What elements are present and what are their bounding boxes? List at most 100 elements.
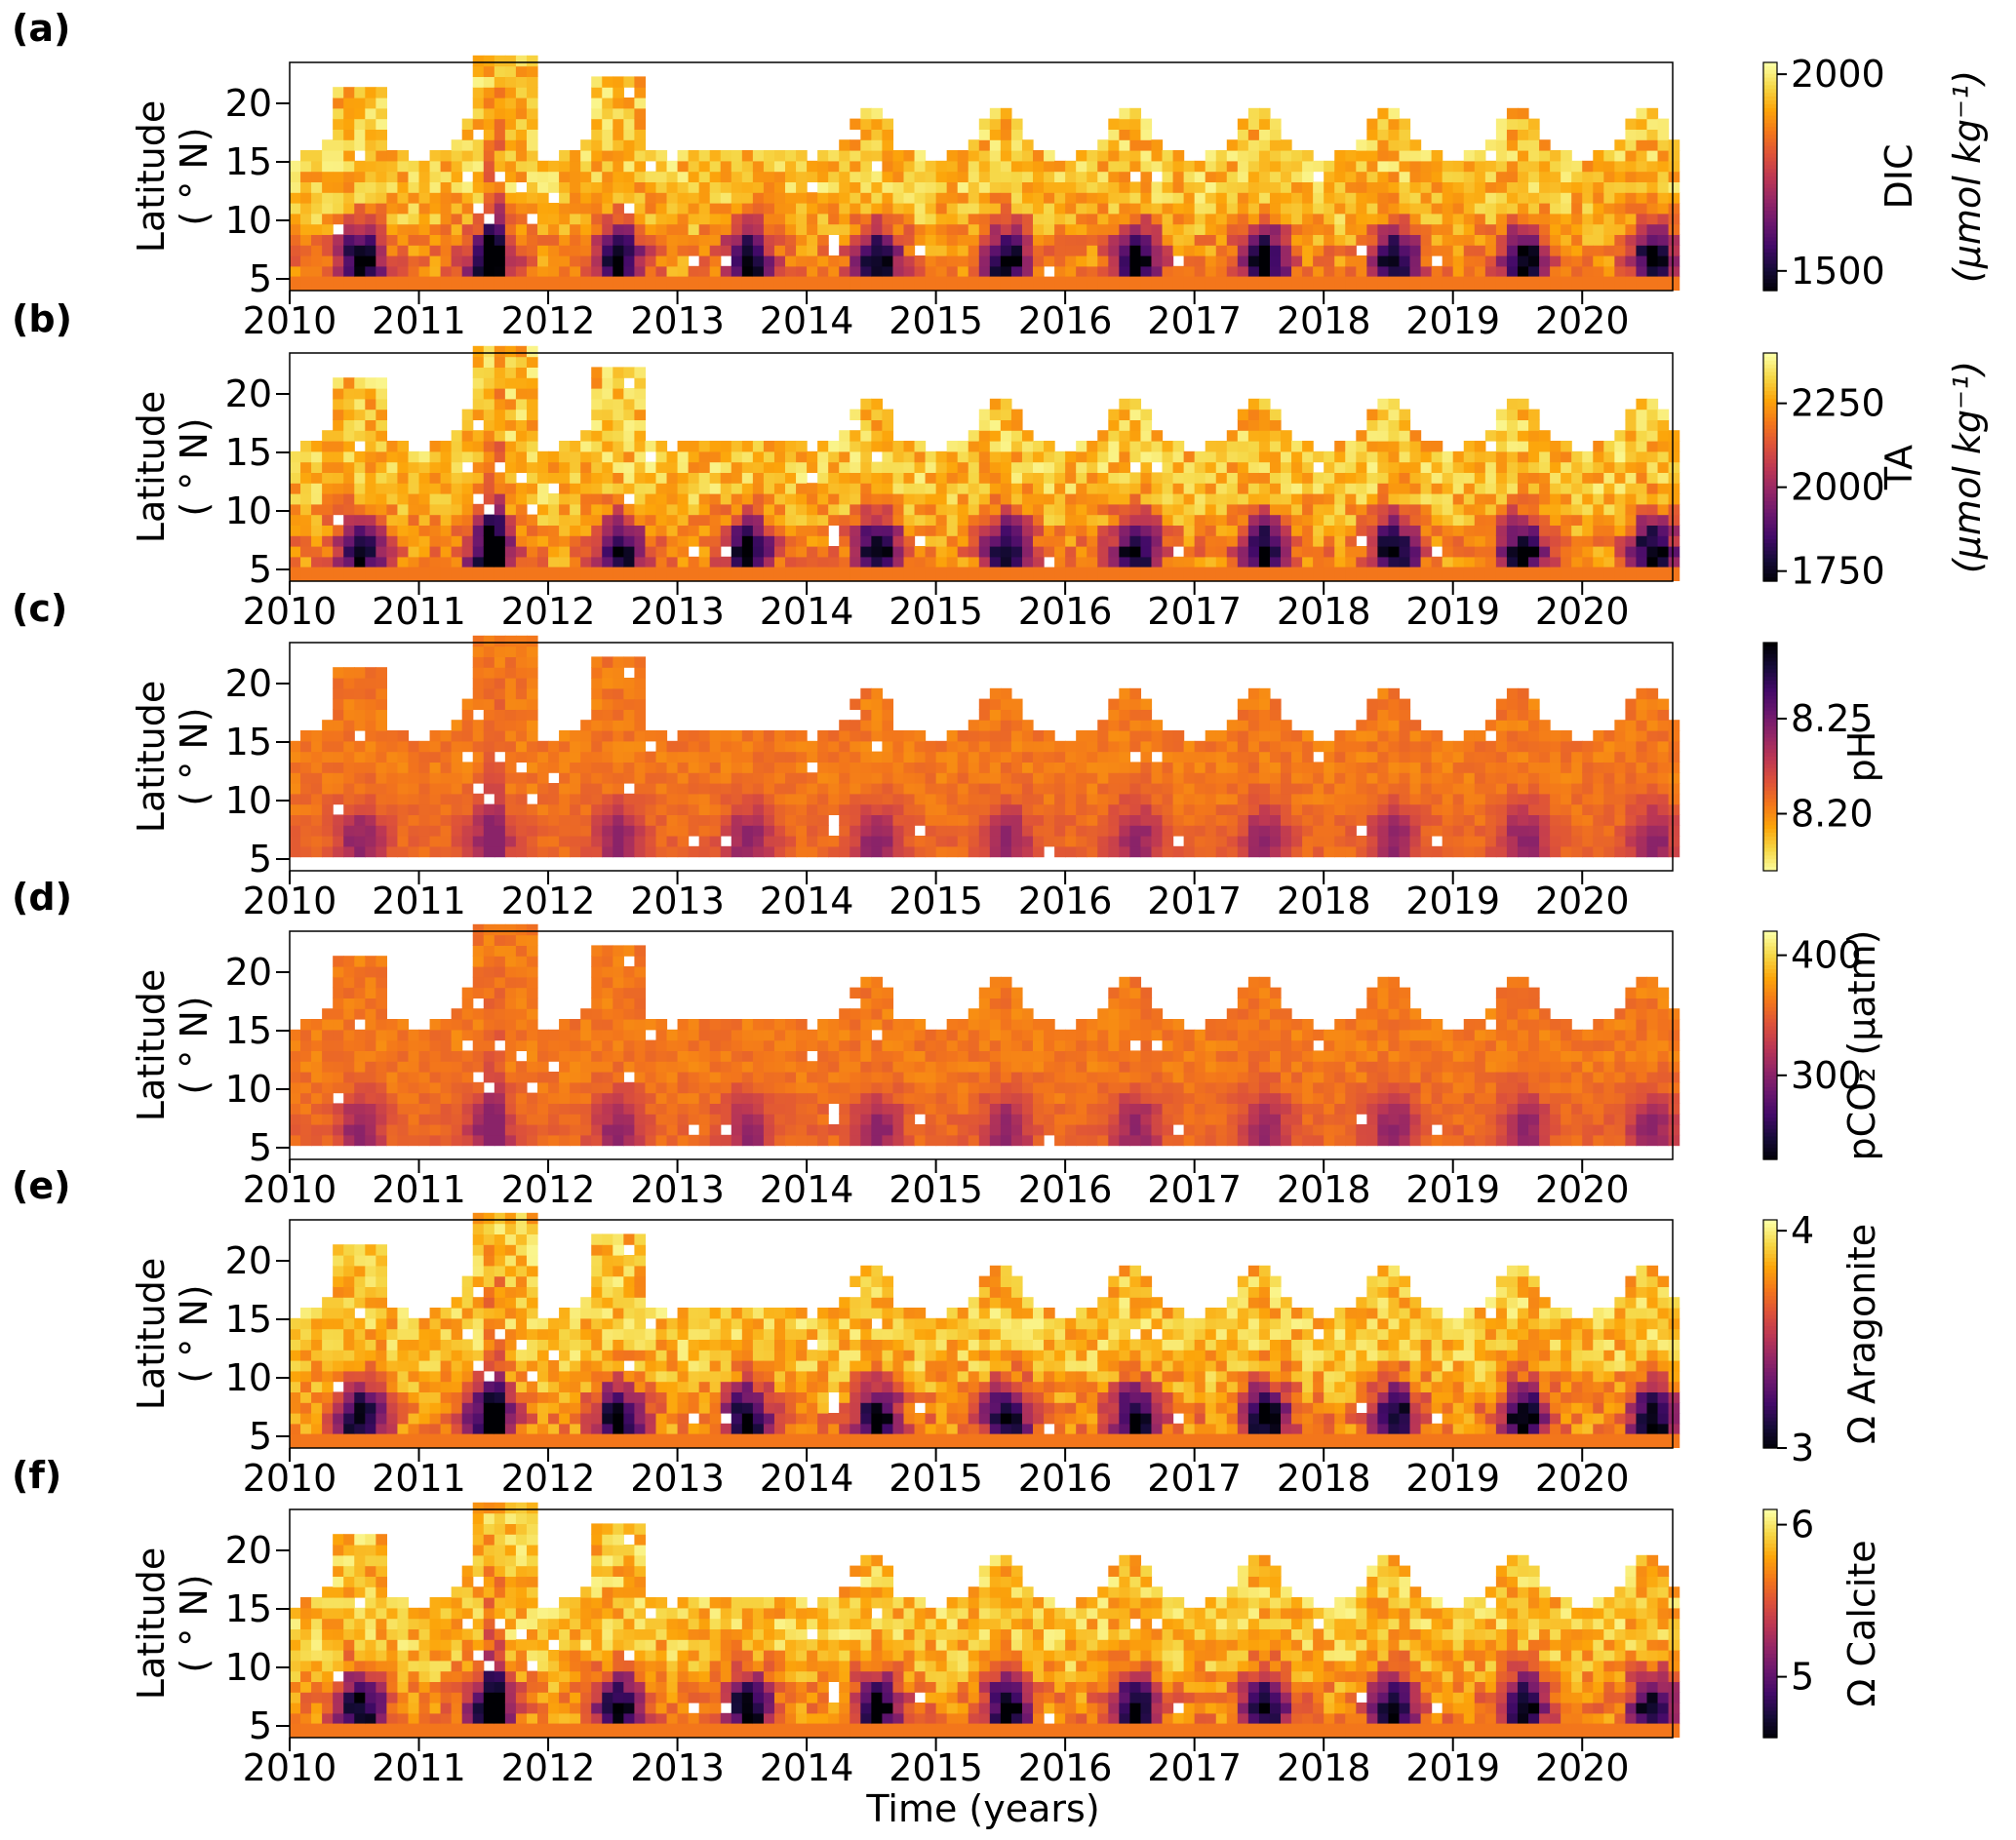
heatmap-cell: [526, 740, 538, 753]
heatmap-cell: [494, 107, 506, 120]
heatmap-cell: [817, 441, 829, 452]
heatmap-cell: [548, 567, 560, 581]
heatmap-cell: [1399, 213, 1411, 225]
heatmap-cell: [1194, 245, 1206, 256]
heatmap-cell: [494, 430, 506, 442]
heatmap-cell: [602, 87, 613, 98]
heatmap-cell: [1484, 265, 1497, 278]
heatmap-cell: [322, 814, 334, 826]
x-tick-label: 2020: [1535, 299, 1630, 342]
heatmap-cell: [623, 409, 635, 420]
heatmap-cell: [860, 139, 872, 151]
heatmap-cell: [1183, 213, 1196, 225]
heatmap-cell: [570, 535, 581, 547]
heatmap-cell: [559, 255, 571, 267]
heatmap-cell: [290, 234, 301, 246]
heatmap-cell: [1399, 503, 1411, 516]
heatmap-cell: [1010, 265, 1023, 278]
colorbar-segment: [1763, 421, 1777, 426]
heatmap-cell: [1506, 181, 1519, 193]
heatmap-cell: [709, 567, 722, 581]
heatmap-cell: [1528, 129, 1540, 140]
heatmap-cell: [1377, 139, 1390, 151]
heatmap-cell: [1495, 245, 1508, 256]
heatmap-cell: [1324, 223, 1335, 235]
heatmap-cell: [817, 783, 829, 795]
heatmap-cell: [860, 450, 872, 463]
heatmap-cell: [1603, 503, 1615, 516]
heatmap-cell: [1614, 483, 1626, 494]
colorbar-segment: [1763, 516, 1777, 522]
heatmap-cell: [957, 441, 969, 452]
heatmap-cell: [645, 223, 657, 235]
heatmap-cell: [386, 845, 399, 858]
heatmap-cell: [1668, 213, 1680, 225]
heatmap-cell: [839, 450, 850, 463]
heatmap-cell: [807, 514, 818, 526]
heatmap-cell: [580, 556, 592, 568]
heatmap-cell: [1388, 430, 1401, 442]
heatmap-cell: [548, 213, 560, 225]
heatmap-cell: [1614, 265, 1626, 278]
heatmap-cell: [1097, 430, 1109, 442]
heatmap-cell: [494, 493, 506, 505]
heatmap-cell: [1431, 483, 1443, 494]
heatmap-cell: [817, 493, 829, 505]
heatmap-cell: [1313, 223, 1324, 235]
heatmap-cell: [677, 567, 690, 581]
heatmap-cell: [1668, 556, 1680, 568]
heatmap-cell: [1054, 171, 1066, 182]
heatmap-cell: [559, 223, 571, 235]
heatmap-cell: [1484, 450, 1497, 463]
heatmap-cell: [322, 276, 334, 291]
heatmap-cell: [1237, 503, 1249, 516]
heatmap-cell: [1561, 213, 1572, 225]
heatmap-cell: [698, 793, 711, 805]
heatmap-cell: [1215, 441, 1228, 452]
heatmap-cell: [623, 223, 635, 235]
heatmap-cell: [666, 192, 679, 204]
heatmap-cell: [1377, 461, 1390, 473]
heatmap-cell: [623, 803, 635, 815]
heatmap-cell: [946, 845, 959, 858]
heatmap-cell: [903, 493, 916, 505]
heatmap-cell: [860, 762, 872, 773]
heatmap-cell: [839, 503, 850, 516]
heatmap-cell: [903, 181, 916, 193]
heatmap-cell: [1646, 181, 1659, 193]
heatmap-cell: [483, 398, 495, 411]
y-tick-label: 5: [249, 257, 272, 300]
heatmap-cell: [773, 245, 786, 256]
heatmap-cell: [1087, 255, 1098, 267]
heatmap-cell: [1291, 450, 1303, 463]
heatmap-cell: [1044, 772, 1055, 784]
heatmap-cell: [634, 430, 647, 442]
heatmap-cell: [504, 419, 517, 431]
heatmap-cell: [1625, 472, 1638, 484]
heatmap-cell: [763, 234, 775, 246]
heatmap-cell: [1076, 472, 1087, 484]
heatmap-cell: [1431, 245, 1443, 256]
heatmap-cell: [1087, 213, 1098, 225]
heatmap-cell: [580, 203, 592, 215]
heatmap-cell: [343, 388, 355, 400]
heatmap-cell: [429, 772, 442, 784]
heatmap-cell: [429, 493, 442, 505]
heatmap-cell: [1614, 171, 1626, 182]
heatmap-cell: [1044, 525, 1055, 536]
heatmap-cell: [1636, 535, 1648, 547]
heatmap-cell: [333, 181, 344, 193]
heatmap-cell: [1010, 483, 1023, 494]
heatmap-cell: [1302, 213, 1314, 225]
heatmap-cell: [591, 483, 603, 494]
colorbar-segment: [1763, 554, 1777, 560]
heatmap-cell: [978, 461, 991, 473]
heatmap-cell: [365, 181, 376, 193]
heatmap-cell: [386, 255, 399, 267]
heatmap-cell: [537, 825, 549, 837]
heatmap-cell: [634, 803, 647, 815]
heatmap-cell: [515, 367, 528, 378]
heatmap-cell: [655, 203, 668, 215]
heatmap-cell: [1119, 493, 1130, 505]
heatmap-cell: [839, 825, 850, 837]
